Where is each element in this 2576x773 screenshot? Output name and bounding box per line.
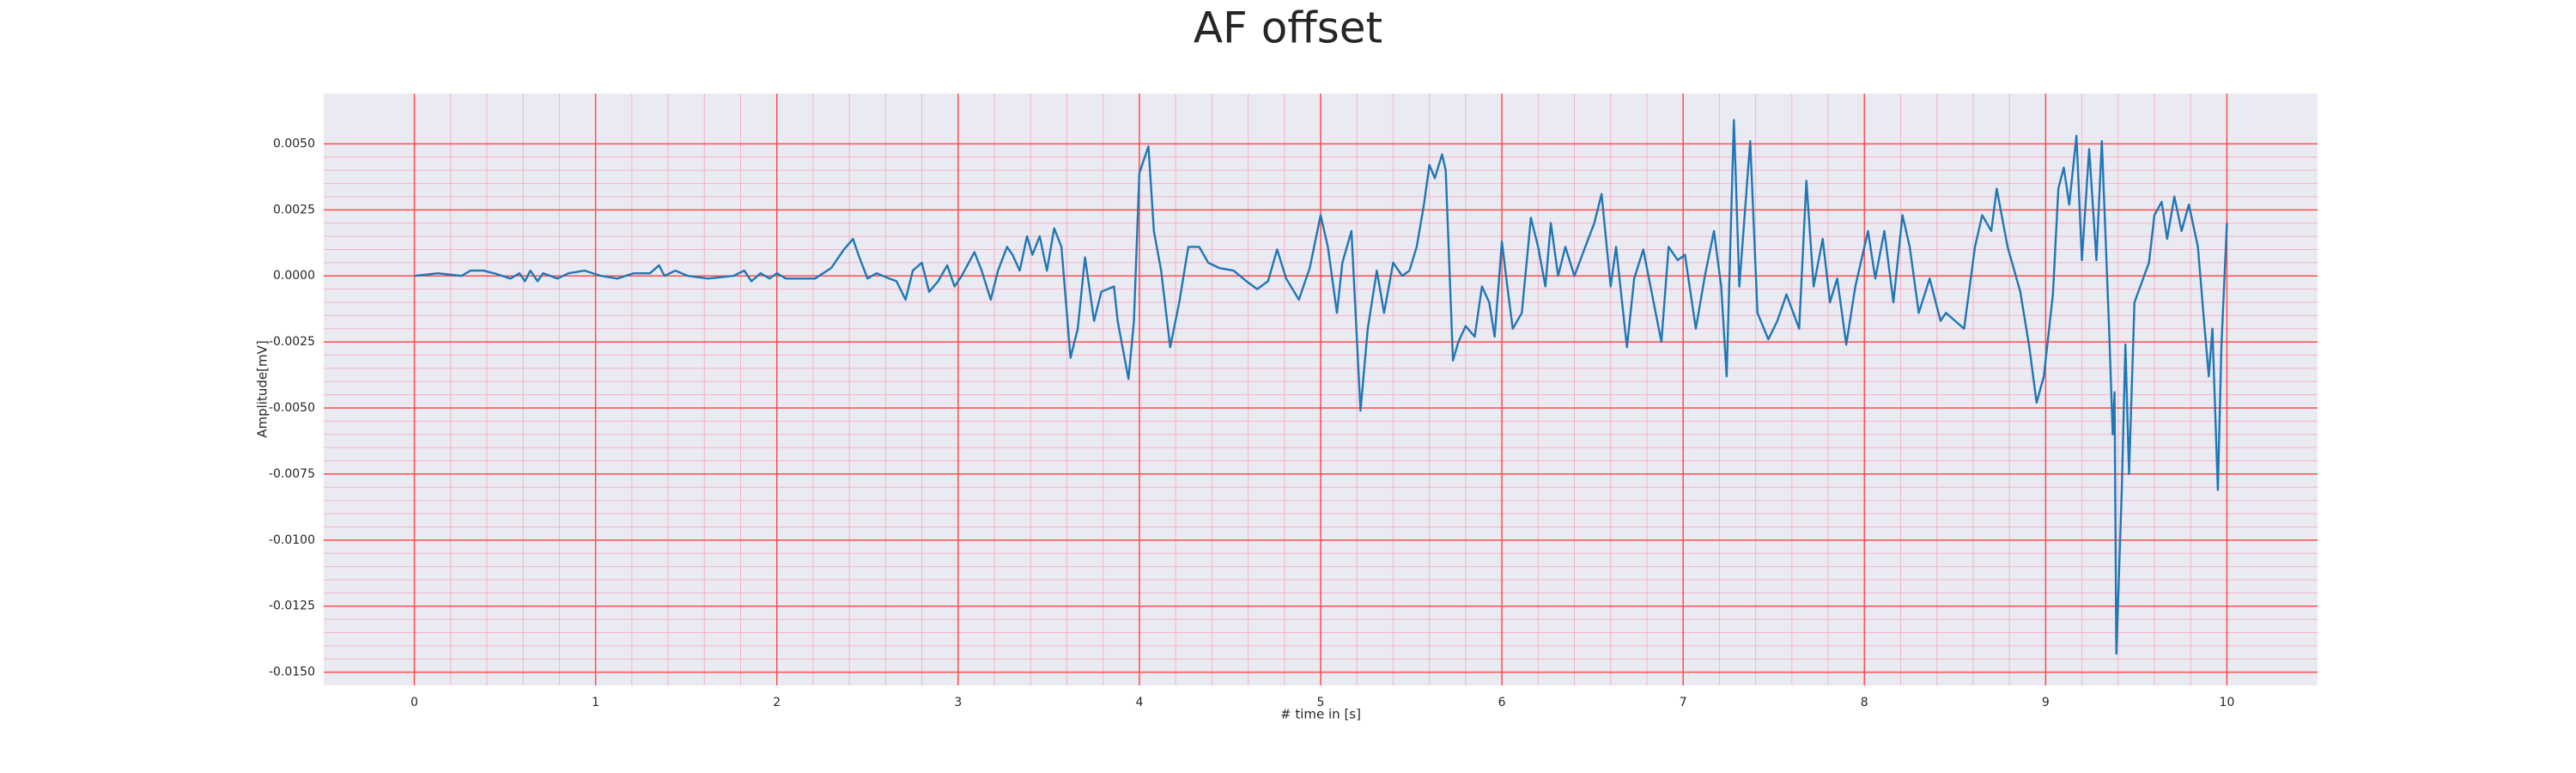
x-tick-label: 7	[1680, 696, 1687, 709]
x-tick-label: 2	[773, 696, 781, 709]
y-axis-label: Amplitude[mV]	[255, 340, 270, 437]
x-tick-label: 4	[1135, 696, 1143, 709]
y-tick-label: 0.0050	[273, 137, 315, 150]
x-axis-label: # time in [s]	[1280, 707, 1361, 722]
x-tick-label: 1	[592, 696, 599, 709]
chart-title: AF offset	[1194, 3, 1382, 53]
x-tick-label: 3	[954, 696, 962, 709]
x-tick-label: 5	[1317, 696, 1325, 709]
y-tick-label: -0.0075	[269, 467, 315, 481]
y-tick-label: 0.0000	[273, 269, 315, 283]
x-tick-label: 10	[2220, 696, 2235, 709]
x-tick-label: 9	[2042, 696, 2050, 709]
x-tick-label: 8	[1861, 696, 1868, 709]
data-line	[414, 119, 2228, 655]
y-tick-label: -0.0150	[269, 666, 315, 679]
y-tick-label: -0.0025	[269, 335, 315, 349]
y-tick-label: -0.0125	[269, 600, 315, 613]
y-tick-label: -0.0050	[269, 401, 315, 415]
y-tick-label: 0.0025	[273, 203, 315, 216]
x-tick-label: 0	[410, 696, 418, 709]
x-tick-label: 6	[1498, 696, 1506, 709]
y-tick-label: -0.0100	[269, 533, 315, 547]
